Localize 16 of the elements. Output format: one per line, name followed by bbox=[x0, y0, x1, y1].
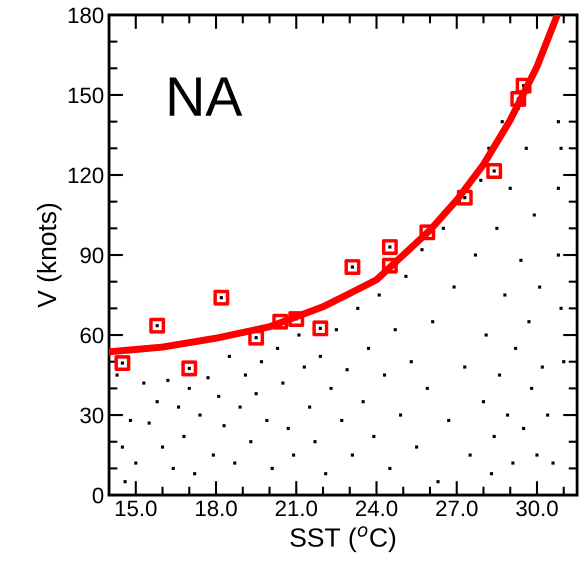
x-tick-label: 15.0 bbox=[116, 500, 157, 516]
y-tick-label: 60 bbox=[80, 328, 104, 344]
x-axis-title: SST ($^{o}$C) bbox=[290, 526, 396, 552]
x-tick-label: 27.0 bbox=[436, 500, 478, 516]
y-axis-title: V (knots) bbox=[36, 204, 62, 308]
y-tick-label: 180 bbox=[68, 7, 104, 24]
y-tick-label: 150 bbox=[68, 88, 104, 104]
x-tick-label: 18.0 bbox=[196, 500, 237, 516]
x-tick-label: 21.0 bbox=[276, 500, 318, 516]
x-tick-label: 30.0 bbox=[516, 500, 558, 516]
y-tick-label: 0 bbox=[92, 488, 104, 504]
x-tick-label: 24.0 bbox=[356, 500, 398, 516]
annotation: NA bbox=[170, 78, 242, 116]
y-tick-label: 30 bbox=[80, 408, 104, 424]
y-tick-label: 90 bbox=[80, 248, 104, 264]
y-tick-label: 120 bbox=[68, 168, 104, 184]
